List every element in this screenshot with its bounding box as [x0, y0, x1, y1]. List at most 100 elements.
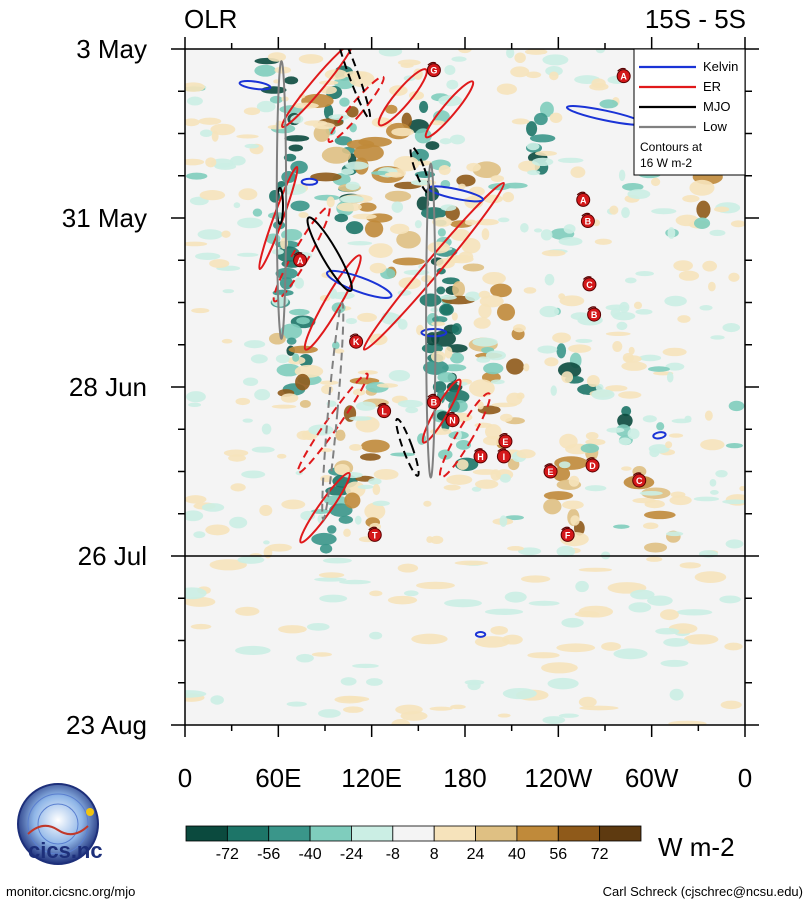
y-tick-label: 26 Jul — [78, 541, 147, 571]
field-patch — [263, 540, 270, 545]
colorbar-swatch — [433, 825, 476, 842]
field-patch — [482, 271, 506, 285]
storm-marker: H — [473, 448, 488, 464]
field-patch — [326, 196, 335, 208]
field-patch — [656, 422, 665, 431]
field-patch — [296, 653, 314, 663]
field-patch — [542, 54, 569, 66]
field-patch — [284, 135, 310, 142]
field-patch — [541, 662, 578, 674]
field-patch — [344, 492, 361, 509]
field-patch — [451, 323, 462, 335]
field-patch — [579, 705, 619, 711]
field-patch — [481, 228, 490, 241]
title-left: OLR — [184, 4, 237, 34]
colorbar-label: 72 — [591, 846, 609, 863]
field-patch — [610, 308, 621, 318]
field-patch — [525, 71, 542, 79]
field-patch — [484, 608, 524, 615]
field-patch — [628, 346, 635, 355]
field-patch — [722, 322, 741, 333]
field-patch — [683, 634, 719, 645]
field-patch — [369, 262, 387, 274]
field-patch — [719, 595, 741, 604]
field-patch — [338, 579, 372, 585]
field-patch — [618, 169, 626, 182]
field-patch — [357, 312, 377, 322]
field-patch — [384, 190, 412, 202]
field-patch — [243, 340, 266, 349]
field-patch — [430, 350, 446, 363]
field-patch — [340, 677, 357, 686]
field-patch — [622, 182, 644, 191]
field-patch — [256, 100, 276, 113]
field-patch — [715, 469, 728, 478]
field-patch — [327, 525, 337, 534]
field-patch — [295, 373, 311, 391]
storm-marker: B — [580, 212, 595, 229]
field-patch — [280, 393, 299, 403]
storm-letter: F — [565, 530, 571, 540]
field-patch — [490, 379, 505, 385]
field-patch — [222, 289, 235, 294]
field-patch — [709, 490, 719, 495]
field-patch — [395, 704, 423, 715]
field-patch — [443, 484, 461, 491]
colorbar-swatch — [226, 825, 270, 842]
storm-marker: K — [349, 333, 364, 349]
field-patch — [437, 228, 446, 237]
field-patch — [209, 559, 247, 571]
colorbar-label: -56 — [257, 846, 280, 863]
colorbar: -72 -56 -40 -24 -8 8 24 40 56 72 — [185, 825, 642, 863]
field-patch — [416, 581, 455, 590]
field-patch — [353, 144, 384, 162]
storm-markers: G A A A B C B K B L N E H I D E C T F — [293, 61, 647, 542]
kelvin-contour — [238, 80, 272, 91]
field-patch — [416, 196, 430, 211]
field-patch — [478, 290, 491, 299]
field-patch — [185, 241, 208, 247]
field-patch — [298, 353, 313, 367]
colorbar-label: 8 — [430, 846, 439, 863]
field-patch — [298, 211, 309, 219]
field-patch — [450, 704, 466, 710]
field-patch — [673, 260, 693, 272]
storm-letter: C — [586, 280, 593, 290]
field-patch — [339, 195, 365, 203]
field-patch — [431, 321, 446, 327]
field-patch — [544, 273, 555, 286]
field-patch — [438, 95, 463, 107]
field-patch — [649, 447, 660, 458]
field-patch — [644, 542, 668, 553]
legend-note-line2: 16 W m-2 — [640, 156, 692, 170]
footer-url[interactable]: monitor.cicsnc.org/mjo — [6, 884, 136, 899]
field-patch — [689, 179, 715, 196]
field-patch — [419, 100, 429, 113]
field-patch — [185, 510, 204, 522]
field-patch — [319, 543, 333, 554]
legend-note-line1: Contours at — [640, 140, 703, 154]
field-patch — [639, 490, 663, 496]
field-patch — [725, 443, 744, 449]
field-patch — [537, 345, 558, 354]
field-patch — [411, 633, 448, 645]
kelvin-contour — [652, 431, 667, 440]
field-patch — [405, 406, 419, 414]
field-patch — [632, 466, 647, 477]
field-patch — [314, 194, 340, 201]
field-patch — [621, 361, 647, 371]
field-patch — [624, 355, 642, 363]
field-patch — [318, 709, 341, 718]
field-patch — [345, 221, 364, 235]
field-patch — [198, 117, 222, 125]
field-patch — [349, 416, 372, 421]
field-patch — [306, 622, 330, 631]
field-patch — [345, 318, 358, 325]
field-patch — [456, 381, 468, 386]
field-patch — [444, 346, 453, 359]
field-patch — [364, 502, 386, 520]
field-patch — [451, 312, 458, 321]
field-patch — [709, 479, 717, 487]
field-patch — [425, 332, 440, 346]
field-patch — [292, 353, 300, 362]
